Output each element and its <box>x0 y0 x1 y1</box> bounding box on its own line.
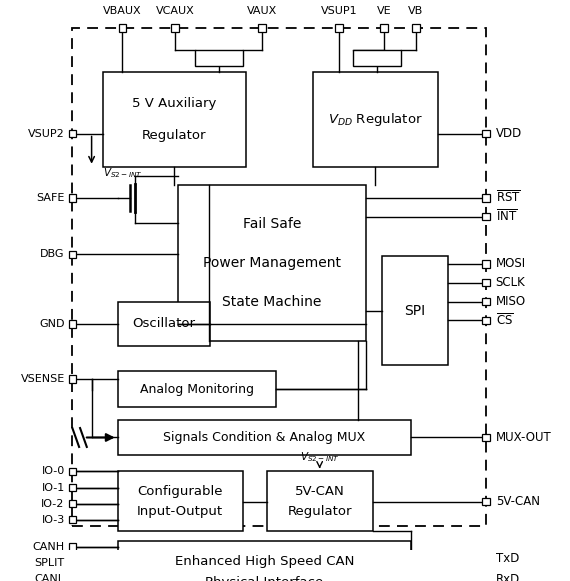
Text: $V_{DD}$ Regulator: $V_{DD}$ Regulator <box>328 111 423 128</box>
Bar <box>482 130 490 137</box>
Text: CANH: CANH <box>32 542 64 552</box>
Text: Fail Safe: Fail Safe <box>243 217 301 231</box>
Text: VCAUX: VCAUX <box>156 6 195 16</box>
Bar <box>178 185 366 341</box>
Bar <box>68 468 76 475</box>
Bar <box>117 371 276 407</box>
Bar <box>68 500 76 507</box>
Text: $\overline{\rm CS}$: $\overline{\rm CS}$ <box>496 313 514 328</box>
Bar <box>258 24 266 31</box>
Text: VDD: VDD <box>496 127 522 140</box>
Text: VSENSE: VSENSE <box>21 374 64 384</box>
Bar <box>482 279 490 286</box>
Text: VSUP1: VSUP1 <box>320 6 357 16</box>
Bar <box>68 130 76 137</box>
Text: IO-0: IO-0 <box>42 467 64 476</box>
Text: $V_{S2-INT}$: $V_{S2-INT}$ <box>300 450 340 464</box>
Bar <box>68 543 76 551</box>
Bar <box>267 471 373 531</box>
Bar <box>482 433 490 441</box>
Text: DBG: DBG <box>40 249 64 259</box>
Text: Configurable: Configurable <box>137 485 223 498</box>
Bar <box>335 24 343 31</box>
Text: MISO: MISO <box>496 295 526 308</box>
Text: Oscillator: Oscillator <box>132 317 196 330</box>
Text: $\overline{\rm INT}$: $\overline{\rm INT}$ <box>496 209 517 224</box>
Bar <box>68 321 76 328</box>
Text: CANL: CANL <box>35 574 64 581</box>
Text: IO-2: IO-2 <box>41 498 64 508</box>
Bar <box>68 516 76 523</box>
Bar <box>482 317 490 324</box>
Text: SAFE: SAFE <box>36 193 64 203</box>
Text: Power Management: Power Management <box>203 256 341 270</box>
Text: TxD: TxD <box>496 552 519 565</box>
Text: VAUX: VAUX <box>247 6 277 16</box>
Text: Physical Interface: Physical Interface <box>205 576 323 581</box>
Bar <box>482 575 490 581</box>
Text: VB: VB <box>408 6 424 16</box>
Bar <box>482 213 490 220</box>
Text: 5V-CAN: 5V-CAN <box>496 495 540 508</box>
Bar <box>68 575 76 581</box>
Text: VE: VE <box>377 6 392 16</box>
Bar <box>68 484 76 492</box>
Text: VSUP2: VSUP2 <box>28 128 64 138</box>
Bar <box>382 256 447 365</box>
Text: SCLK: SCLK <box>496 276 526 289</box>
Bar <box>482 260 490 268</box>
Text: Regulator: Regulator <box>287 505 352 518</box>
Text: State Machine: State Machine <box>222 295 321 309</box>
Bar <box>412 24 420 31</box>
Text: SPI: SPI <box>404 303 425 318</box>
Bar <box>482 498 490 505</box>
Text: 5V-CAN: 5V-CAN <box>295 485 344 498</box>
Bar <box>482 554 490 562</box>
Bar <box>72 28 486 526</box>
Bar <box>68 375 76 383</box>
Text: $V_{S2-INT}$: $V_{S2-INT}$ <box>103 166 143 180</box>
Bar <box>172 24 179 31</box>
Text: Enhanced High Speed CAN: Enhanced High Speed CAN <box>174 555 354 568</box>
Bar <box>68 250 76 258</box>
Text: IO-1: IO-1 <box>42 482 64 493</box>
Text: Regulator: Regulator <box>142 128 206 142</box>
Bar <box>194 51 243 66</box>
Text: Signals Condition & Analog MUX: Signals Condition & Analog MUX <box>163 431 365 444</box>
Bar <box>380 24 388 31</box>
Bar <box>117 541 411 581</box>
Bar <box>68 560 76 567</box>
Text: RxD: RxD <box>496 573 520 581</box>
Text: VBAUX: VBAUX <box>103 6 142 16</box>
Bar <box>68 194 76 202</box>
Text: Input-Output: Input-Output <box>137 505 223 518</box>
Text: GND: GND <box>39 319 64 329</box>
Text: IO-3: IO-3 <box>42 515 64 525</box>
Text: $\overline{\rm RST}$: $\overline{\rm RST}$ <box>496 190 520 206</box>
Bar <box>103 72 246 167</box>
Bar <box>313 72 438 167</box>
Text: Analog Monitoring: Analog Monitoring <box>140 383 254 396</box>
Text: 5 V Auxiliary: 5 V Auxiliary <box>132 97 217 110</box>
Text: MOSI: MOSI <box>496 257 526 270</box>
Text: MUX-OUT: MUX-OUT <box>496 431 551 444</box>
Bar <box>482 194 490 202</box>
Bar <box>119 24 126 31</box>
Bar <box>117 302 210 346</box>
Text: SPLIT: SPLIT <box>35 558 64 568</box>
Bar <box>117 471 243 531</box>
Bar <box>117 419 411 456</box>
Bar <box>482 298 490 306</box>
Bar <box>353 51 401 66</box>
